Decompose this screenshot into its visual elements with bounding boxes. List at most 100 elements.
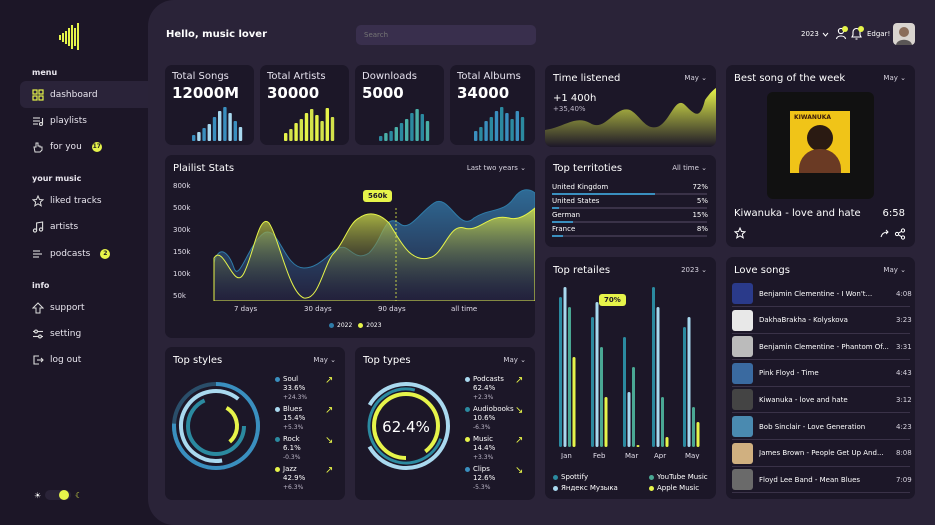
legend-change: +3.3% xyxy=(473,454,494,461)
star-icon[interactable] xyxy=(734,227,746,239)
legend-label: Яндекс Музыка xyxy=(561,484,618,492)
types-donut-chart xyxy=(362,382,450,470)
legend-item: Music 14.4% +3.3% xyxy=(465,435,495,462)
arrow-down-icon: ↘ xyxy=(325,435,334,446)
album-cover[interactable]: KIWANUKA xyxy=(767,92,874,199)
stat-value: 5000 xyxy=(362,84,404,102)
sidebar-item-label: dashboard xyxy=(50,89,98,100)
list-item[interactable]: Pink Floyd - Time 4:43 xyxy=(732,361,912,387)
sidebar-item-playlists[interactable]: playlists xyxy=(20,107,148,134)
forward-icon[interactable] xyxy=(880,229,890,239)
song-thumbnail xyxy=(732,362,753,384)
share-icon[interactable] xyxy=(894,228,906,240)
retailer-bar xyxy=(665,437,669,447)
time-filter[interactable]: All time ⌄ xyxy=(672,164,707,172)
mini-bar xyxy=(394,127,398,141)
chevron-down-icon xyxy=(822,32,829,37)
mini-bar xyxy=(474,131,478,141)
sidebar-item-liked-tracks[interactable]: liked tracks xyxy=(20,187,148,214)
stat-card-total-albums: Total Albums 34000 xyxy=(450,65,535,145)
star-icon xyxy=(32,194,44,207)
month-filter[interactable]: May ⌄ xyxy=(313,356,336,364)
month-filter[interactable]: May ⌄ xyxy=(883,74,906,82)
legend-dot xyxy=(275,466,280,472)
period-filter[interactable]: Last two years ⌄ xyxy=(466,164,526,172)
legend-label: 2022 xyxy=(337,322,353,329)
month-filter[interactable]: May ⌄ xyxy=(883,266,906,274)
top-territories-card: Top territoties All time ⌄ United Kingdo… xyxy=(545,155,716,247)
user-icon[interactable] xyxy=(835,26,849,40)
sidebar-item-for-you[interactable]: for you 17 xyxy=(20,133,148,160)
legend-item: Rock 6.1% -0.3% xyxy=(275,435,301,462)
best-song-card: Best song of the week May ⌄ KIWANUKA Kiw… xyxy=(726,65,915,247)
sidebar-item-support[interactable]: support xyxy=(20,294,148,321)
bell-icon[interactable] xyxy=(850,26,866,40)
mini-bar xyxy=(304,113,309,141)
legend-percent: 15.4% xyxy=(283,414,306,422)
retailer-bar xyxy=(559,297,562,447)
list-item[interactable]: DakhaBrakha - Kolyskova 3:23 xyxy=(732,308,912,334)
song-thumbnail xyxy=(732,416,753,437)
legend-name: Podcasts xyxy=(473,375,504,383)
legend-dot xyxy=(465,436,470,442)
y-tick-label: 50k xyxy=(173,292,186,300)
list-item[interactable]: Floyd Lee Band - Mean Blues 7:09 xyxy=(732,467,912,494)
mini-bar xyxy=(325,108,329,141)
list-item[interactable]: Benjamin Clementine - I Won't... 4:08 xyxy=(732,281,912,307)
stat-title: Downloads xyxy=(362,71,417,82)
arrow-up-icon: ↗ xyxy=(515,375,524,386)
sidebar-item-label: support xyxy=(50,302,85,313)
filter-value: May xyxy=(883,266,898,274)
stat-bars xyxy=(284,108,335,141)
month-label: Feb xyxy=(593,452,606,459)
month-filter[interactable]: May ⌄ xyxy=(503,356,526,364)
top-retailers-card: Top retailes 2023 ⌄ Jan Feb Mar Apr May 70% … xyxy=(545,257,716,499)
song-duration: 8:08 xyxy=(896,449,912,458)
y-tick-label: 100k xyxy=(173,270,191,278)
sidebar-item-dashboard[interactable]: dashboard xyxy=(20,81,148,108)
mini-bar xyxy=(500,107,504,141)
y-tick-label: 150k xyxy=(173,248,191,256)
sidebar-item-podcasts[interactable]: podcasts 2 xyxy=(20,240,148,267)
song-name: DakhaBrakha - Kolyskova xyxy=(759,316,848,325)
mini-bar xyxy=(289,129,293,141)
sidebar-item-artists[interactable]: artists xyxy=(20,213,148,240)
retailers-bar-chart: Jan Feb Mar Apr May xyxy=(559,287,700,459)
list-item[interactable]: Bob Sinclair - Love Generation 4:23 xyxy=(732,414,912,440)
logout-icon xyxy=(33,354,44,365)
card-title: Top retailes xyxy=(553,265,611,276)
mini-bar xyxy=(389,131,393,141)
filter-value: May xyxy=(503,356,518,364)
avatar[interactable] xyxy=(893,23,915,45)
search-input[interactable] xyxy=(356,25,536,45)
for-you-badge: 17 xyxy=(91,141,102,152)
sidebar-item-setting[interactable]: setting xyxy=(20,320,148,347)
territory-percent: 8% xyxy=(696,225,708,233)
arrow-up-icon: ↗ xyxy=(515,435,524,446)
podcasts-badge: 2 xyxy=(100,248,111,259)
sidebar-item-log-out[interactable]: log out xyxy=(20,346,148,373)
mini-bar xyxy=(379,136,383,141)
retailer-bar xyxy=(692,407,695,447)
list-item[interactable]: Kiwanuka - love and hate 3:12 xyxy=(732,387,912,414)
list-item[interactable]: Benjamin Clementine - Phantom Of... 3:31 xyxy=(732,334,912,361)
song-name: Bob Sinclair - Love Generation xyxy=(759,422,866,431)
toggle-switch[interactable] xyxy=(45,489,72,501)
theme-toggle[interactable]: ☀ ☾ xyxy=(34,489,82,501)
month-filter[interactable]: May ⌄ xyxy=(684,74,707,82)
sidebar: menu dashboard playlists for you 17 your… xyxy=(0,0,148,525)
mini-bar xyxy=(425,121,430,141)
legend-percent: 10.6% xyxy=(473,414,496,422)
year-select[interactable]: 2023 xyxy=(801,30,829,38)
time-area-chart xyxy=(545,88,716,147)
legend-change: +24.3% xyxy=(283,394,308,401)
mini-bar xyxy=(223,107,227,141)
retailer-bar xyxy=(568,307,571,447)
legend-dot xyxy=(465,466,470,472)
retailer-bar xyxy=(572,357,576,447)
legend-name: Blues xyxy=(283,405,303,413)
chart-tooltip: 560k xyxy=(363,190,393,202)
year-filter[interactable]: 2023 ⌄ xyxy=(681,266,707,274)
list-item[interactable]: James Brown - People Get Up And... 8:08 xyxy=(732,441,912,467)
time-value: +1 400h xyxy=(553,93,597,104)
